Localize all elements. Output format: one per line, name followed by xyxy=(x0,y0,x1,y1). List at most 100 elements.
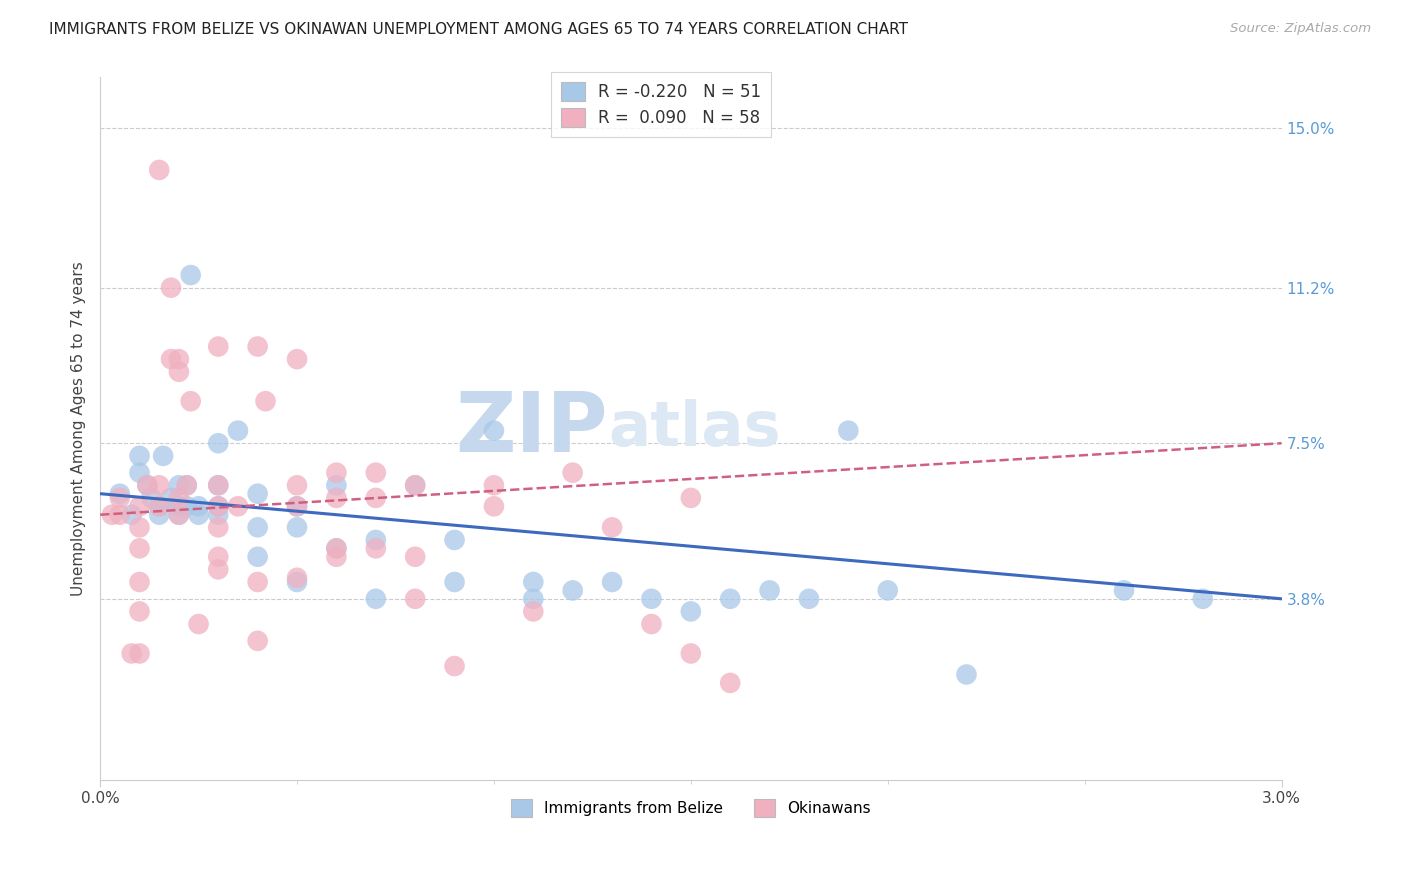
Point xyxy=(443,533,465,547)
Point xyxy=(522,604,544,618)
Point xyxy=(176,500,198,514)
Point xyxy=(876,583,898,598)
Point xyxy=(404,591,426,606)
Point xyxy=(207,500,229,514)
Point xyxy=(246,486,269,500)
Point xyxy=(758,583,780,598)
Point xyxy=(600,574,623,589)
Point xyxy=(207,520,229,534)
Point xyxy=(207,478,229,492)
Point xyxy=(136,478,159,492)
Point xyxy=(364,533,387,547)
Point xyxy=(285,571,308,585)
Point xyxy=(108,508,131,522)
Point xyxy=(148,478,170,492)
Point xyxy=(718,591,741,606)
Point xyxy=(285,500,308,514)
Point xyxy=(404,549,426,564)
Text: Source: ZipAtlas.com: Source: ZipAtlas.com xyxy=(1230,22,1371,36)
Point xyxy=(1191,591,1213,606)
Point xyxy=(128,604,150,618)
Point xyxy=(207,549,229,564)
Point xyxy=(167,500,190,514)
Point xyxy=(167,491,190,505)
Point xyxy=(718,676,741,690)
Point xyxy=(207,436,229,450)
Point xyxy=(207,478,229,492)
Point xyxy=(797,591,820,606)
Point xyxy=(128,541,150,556)
Point xyxy=(167,508,190,522)
Point xyxy=(152,449,174,463)
Point xyxy=(180,268,202,282)
Point xyxy=(246,633,269,648)
Point xyxy=(285,478,308,492)
Legend: Immigrants from Belize, Okinawans: Immigrants from Belize, Okinawans xyxy=(503,792,879,824)
Point xyxy=(207,500,229,514)
Point xyxy=(325,466,347,480)
Point xyxy=(404,478,426,492)
Point xyxy=(325,549,347,564)
Point xyxy=(482,424,505,438)
Point xyxy=(148,500,170,514)
Point xyxy=(136,478,159,492)
Point xyxy=(1112,583,1135,598)
Point xyxy=(226,500,249,514)
Point xyxy=(325,541,347,556)
Point xyxy=(128,574,150,589)
Point xyxy=(187,508,209,522)
Point xyxy=(364,541,387,556)
Point xyxy=(128,466,150,480)
Point xyxy=(167,478,190,492)
Point xyxy=(285,520,308,534)
Point xyxy=(325,491,347,505)
Point xyxy=(128,500,150,514)
Point xyxy=(160,280,183,294)
Point xyxy=(837,424,859,438)
Text: IMMIGRANTS FROM BELIZE VS OKINAWAN UNEMPLOYMENT AMONG AGES 65 TO 74 YEARS CORREL: IMMIGRANTS FROM BELIZE VS OKINAWAN UNEMP… xyxy=(49,22,908,37)
Point xyxy=(285,574,308,589)
Point xyxy=(246,574,269,589)
Point xyxy=(108,486,131,500)
Point xyxy=(148,163,170,178)
Point xyxy=(148,500,170,514)
Point xyxy=(679,604,702,618)
Text: ZIP: ZIP xyxy=(456,388,609,469)
Point xyxy=(180,394,202,409)
Point xyxy=(364,466,387,480)
Y-axis label: Unemployment Among Ages 65 to 74 years: Unemployment Among Ages 65 to 74 years xyxy=(72,261,86,596)
Point xyxy=(285,352,308,367)
Point xyxy=(160,352,183,367)
Point xyxy=(482,500,505,514)
Point xyxy=(226,424,249,438)
Point xyxy=(176,478,198,492)
Point xyxy=(364,591,387,606)
Point xyxy=(955,667,977,681)
Point xyxy=(108,491,131,505)
Point xyxy=(121,647,143,661)
Point xyxy=(640,591,662,606)
Point xyxy=(167,365,190,379)
Point xyxy=(325,478,347,492)
Point xyxy=(207,508,229,522)
Point xyxy=(167,508,190,522)
Point xyxy=(254,394,277,409)
Point xyxy=(285,500,308,514)
Point xyxy=(160,491,183,505)
Point xyxy=(187,617,209,632)
Text: atlas: atlas xyxy=(609,399,780,458)
Point xyxy=(364,491,387,505)
Point xyxy=(600,520,623,534)
Point xyxy=(128,647,150,661)
Point xyxy=(443,659,465,673)
Point xyxy=(679,491,702,505)
Point xyxy=(148,508,170,522)
Point xyxy=(207,562,229,576)
Point xyxy=(207,339,229,353)
Point xyxy=(404,478,426,492)
Point xyxy=(101,508,124,522)
Point xyxy=(482,478,505,492)
Point xyxy=(246,549,269,564)
Point xyxy=(121,508,143,522)
Point xyxy=(522,591,544,606)
